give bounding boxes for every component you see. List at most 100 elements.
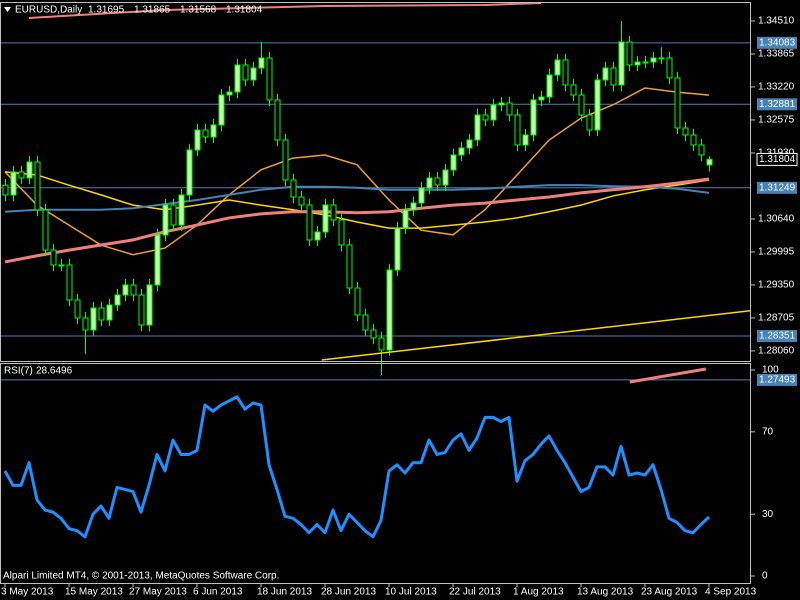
moving-average	[28, 2, 542, 19]
candle-body	[474, 114, 481, 141]
candle-body	[322, 204, 329, 233]
candle-body	[90, 307, 97, 331]
candle-body	[226, 91, 233, 96]
candle-body	[10, 171, 17, 196]
candle-body	[290, 179, 297, 198]
trendline	[629, 367, 707, 384]
candle-body	[578, 94, 585, 116]
open-value: 1.31695	[88, 5, 125, 16]
candle-body	[378, 337, 385, 351]
candle-body	[98, 307, 105, 321]
rsi-panel-border	[0, 363, 751, 584]
x-tick-label: 23 Aug 2013	[641, 587, 698, 598]
y-tick-label: 0	[762, 571, 768, 582]
candle-body	[26, 161, 33, 179]
low-value: 1.31568	[180, 5, 217, 16]
moving-average	[4, 184, 710, 213]
candle-body	[658, 57, 665, 60]
candle-body	[530, 99, 537, 136]
candle-body	[570, 84, 577, 96]
candle-body	[626, 41, 633, 66]
x-tick-label: 22 Jul 2013	[449, 587, 501, 598]
candle-body	[186, 149, 193, 196]
horizontal-line-label-box	[757, 330, 797, 343]
candle-body	[458, 147, 465, 156]
candle-body	[58, 264, 65, 267]
candle-body	[274, 99, 281, 141]
x-tick-label: 4 Sep 2013	[705, 587, 757, 598]
candle-body	[394, 227, 401, 271]
candle-body	[426, 177, 433, 189]
candle-body	[410, 202, 417, 211]
candle-body	[386, 269, 393, 351]
candle-body	[514, 114, 521, 146]
candle-body	[498, 102, 505, 106]
close-value: 1.31804	[226, 5, 263, 16]
moving-averages	[4, 2, 710, 264]
candle-body	[338, 219, 345, 246]
x-tick-label: 1 Aug 2013	[513, 587, 564, 598]
y-tick-label: 1.33865	[758, 49, 795, 60]
candle-body	[506, 102, 513, 116]
candle-body	[266, 57, 273, 101]
horizontal-line-label: 1.32881	[759, 99, 796, 110]
candle-body	[370, 329, 377, 339]
candle-body	[146, 284, 153, 326]
candle-body	[242, 64, 249, 81]
candle-body	[562, 59, 569, 86]
candle-body	[402, 209, 409, 229]
candle-body	[218, 94, 225, 126]
candle-body	[82, 317, 89, 331]
candle-body	[466, 139, 473, 149]
symbol-menu-arrow[interactable]	[4, 7, 11, 12]
moving-average	[4, 87, 710, 256]
candle-body	[258, 57, 265, 69]
candle-body	[234, 64, 241, 93]
moving-average	[4, 171, 710, 229]
candle-body	[130, 284, 137, 296]
x-tick-label: 13 Aug 2013	[577, 587, 634, 598]
candle-body	[162, 204, 169, 236]
candle-body	[674, 77, 681, 129]
candle-body	[450, 154, 457, 171]
y-tick-label: 1.32575	[758, 115, 795, 126]
current-price-box	[756, 152, 798, 166]
y-tick-label: 1.34510	[758, 16, 795, 27]
rsi-value: 28.6496	[36, 366, 73, 377]
candle-body	[602, 67, 609, 81]
candle-body	[650, 57, 657, 63]
candle-body	[706, 158, 713, 166]
x-tick-label: 3 May 2013	[1, 587, 54, 598]
x-tick-label: 28 Jun 2013	[321, 587, 376, 598]
candle-body	[202, 129, 209, 138]
candle-body	[634, 61, 641, 66]
candle-body	[434, 177, 441, 186]
y-tick-label: 1.29350	[758, 280, 795, 291]
horizontal-line-label: 1.31249	[759, 182, 796, 193]
horizontal-line-label-box	[757, 98, 797, 111]
x-tick-label: 18 Jun 2013	[257, 587, 312, 598]
main-panel-border	[0, 2, 751, 362]
y-tick-label: 30	[762, 509, 774, 520]
horizontal-line-label: 1.34083	[759, 37, 796, 48]
high-value: 1.31865	[134, 5, 171, 16]
candle-body	[354, 287, 361, 316]
y-tick-label: 100	[762, 365, 779, 376]
horizontal-line-label-box	[757, 36, 797, 49]
candle-body	[2, 184, 9, 196]
candle-body	[522, 134, 529, 146]
candle-body	[138, 294, 145, 326]
candle-body	[154, 234, 161, 286]
candle-body	[546, 74, 553, 98]
horizontal-line-label-box	[757, 373, 797, 386]
y-tick-label: 1.28060	[758, 346, 795, 357]
candle-body	[178, 194, 185, 226]
candle-body	[642, 61, 649, 64]
candle-body	[194, 129, 201, 151]
candle-body	[306, 204, 313, 241]
candle-body	[106, 304, 113, 321]
watermark: Alpari Limited MT4, © 2001-2013, MetaQuo…	[3, 571, 279, 582]
candle-body	[282, 139, 289, 181]
